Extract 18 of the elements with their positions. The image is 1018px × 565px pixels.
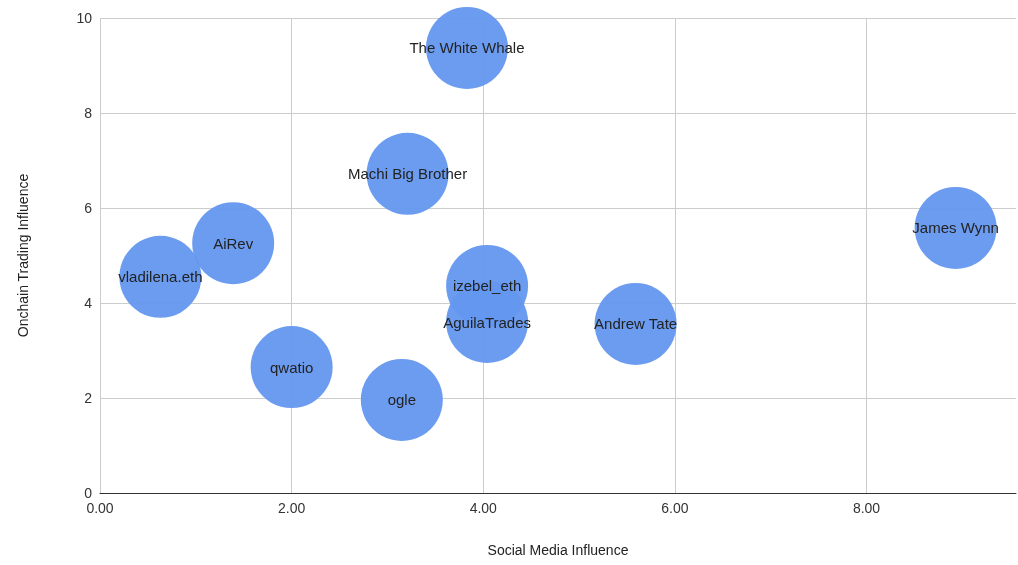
x-tick-label: 8.00: [852, 500, 881, 516]
annotation: Andrew Tate: [594, 315, 678, 333]
y-tick-label: 2: [84, 390, 93, 406]
annotation: ogle: [387, 391, 416, 409]
x-tick-label: 2.00: [278, 500, 306, 516]
y-tick-label: 8: [84, 105, 93, 121]
y-axis-title: Onchain Trading Influence: [15, 173, 31, 338]
x-tick-label: 0.00: [86, 500, 114, 516]
x-tick-label: 4.00: [469, 500, 498, 516]
y-tick-label: 10: [76, 10, 93, 26]
y-tick-label: 4: [84, 295, 93, 311]
x-tick-label: 6.00: [661, 500, 689, 516]
y-tick-label: 0: [84, 485, 93, 501]
annotation: qwatio: [269, 358, 314, 376]
annotation: izebel_eth: [452, 277, 522, 295]
x-axis-title: Social Media Influence: [487, 542, 629, 558]
annotation: AiRev: [213, 234, 254, 252]
y-tick-label: 6: [84, 200, 93, 216]
